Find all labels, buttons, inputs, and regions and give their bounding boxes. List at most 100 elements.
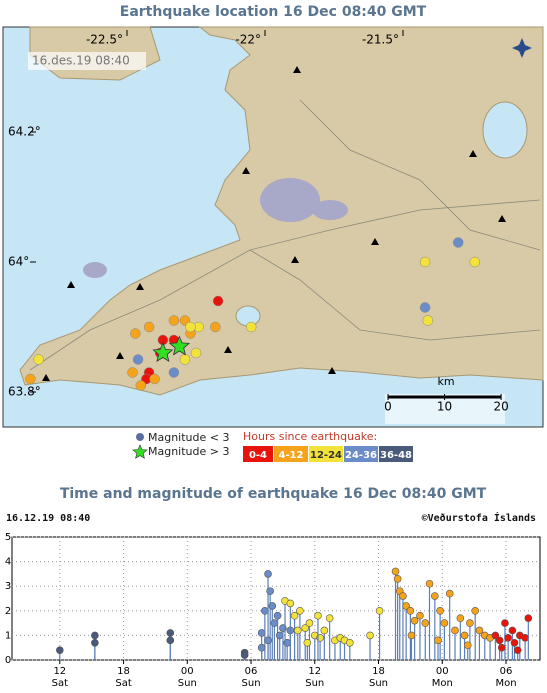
- x-tick-day: Mon: [495, 678, 516, 689]
- event: [445, 589, 454, 598]
- x-tick-day: Sun: [178, 678, 197, 689]
- station: [469, 150, 477, 157]
- quake: [149, 373, 160, 385]
- station: [224, 346, 232, 353]
- event: [270, 619, 279, 627]
- lava-field: [312, 200, 348, 220]
- quake: [419, 302, 431, 313]
- legend-title: Hours since earthquake:: [243, 430, 377, 443]
- scale-label: 10: [437, 400, 452, 414]
- event: [314, 611, 322, 620]
- hours-swatch: [243, 446, 273, 462]
- chart-timestamp: 16.12.19 08:40: [6, 513, 90, 524]
- station: [242, 167, 250, 174]
- stations: [42, 66, 506, 381]
- lon-tick-label: -22°: [235, 33, 261, 47]
- quake: [185, 321, 196, 333]
- x-tick-label: 12: [53, 666, 66, 677]
- x-tick-label: 00: [436, 666, 449, 677]
- x-tick-day: Mon: [432, 678, 453, 689]
- hours-label: 0-4: [249, 450, 267, 461]
- event: [273, 611, 282, 620]
- event: [240, 651, 249, 659]
- x-tick-label: 06: [500, 666, 513, 677]
- event: [366, 631, 374, 640]
- x-tick-day: Sun: [242, 678, 261, 689]
- quake: [245, 321, 257, 333]
- road: [249, 249, 541, 341]
- timestamp-box: [28, 52, 146, 70]
- station: [328, 367, 336, 374]
- station: [291, 256, 299, 263]
- quake: [168, 315, 180, 326]
- quake: [422, 315, 434, 326]
- x-tick-day: Sun: [369, 678, 388, 689]
- compass: [512, 38, 532, 58]
- event: [375, 606, 384, 615]
- event: [257, 643, 266, 652]
- quake: [212, 295, 224, 307]
- event: [460, 631, 469, 640]
- x-tick-day: Sat: [52, 678, 68, 689]
- legend-label: Magnitude > 3: [148, 445, 230, 458]
- station: [371, 238, 379, 245]
- event: [399, 592, 407, 600]
- event: [56, 646, 64, 654]
- scale-label: 0: [384, 400, 392, 414]
- event: [293, 626, 302, 635]
- x-tick-label: 12: [308, 666, 321, 677]
- event: [510, 638, 519, 647]
- y-tick-label: 3: [5, 581, 11, 592]
- credit: ©Veðurstofa Íslands: [422, 511, 536, 524]
- quake: [168, 367, 180, 378]
- hours-label: 12-24: [310, 450, 342, 461]
- event: [434, 636, 442, 645]
- lat-tick-label: 64.2°: [8, 125, 41, 139]
- chart-title: Time and magnitude of earthquake 16 Dec …: [60, 486, 487, 502]
- y-tick-label: 1: [5, 630, 11, 641]
- legend-label: Magnitude < 3: [148, 431, 230, 444]
- event: [296, 606, 304, 615]
- y-tick-label: 2: [5, 606, 11, 617]
- event: [425, 579, 434, 588]
- event: [166, 629, 175, 637]
- quake: [452, 237, 464, 248]
- legend-symbol: [136, 433, 144, 441]
- station: [67, 281, 75, 288]
- event: [290, 611, 299, 620]
- event: [466, 619, 474, 627]
- event: [303, 638, 312, 647]
- map-base: 16.des.19 08:40: [2, 26, 544, 428]
- event: [393, 575, 402, 583]
- hours-swatch: [379, 446, 413, 462]
- event: [402, 602, 410, 610]
- event: [275, 631, 284, 640]
- hours-swatch: [344, 446, 378, 462]
- lat-tick-label: 64°: [8, 255, 29, 269]
- lake: [482, 101, 528, 159]
- y-tick-label: 5: [5, 532, 11, 543]
- event: [268, 602, 277, 610]
- event: [305, 619, 314, 627]
- event: [266, 587, 274, 595]
- event: [421, 619, 430, 627]
- quake: [130, 328, 141, 339]
- event: [431, 592, 439, 600]
- quake: [135, 380, 147, 391]
- event: [495, 636, 504, 645]
- x-tick-day: Sun: [305, 678, 324, 689]
- y-tick-label: 0: [5, 655, 11, 666]
- quake: [132, 354, 144, 365]
- event: [416, 611, 424, 620]
- event: [497, 643, 506, 652]
- y-tick-label: 4: [5, 557, 11, 568]
- event: [301, 624, 310, 632]
- lat-tick-label: 63.8°: [8, 385, 41, 399]
- roads: [29, 99, 541, 371]
- compass-rose: [512, 38, 532, 58]
- event: [286, 599, 295, 608]
- event: [521, 634, 529, 642]
- lava-field: [260, 178, 320, 222]
- event: [475, 626, 484, 635]
